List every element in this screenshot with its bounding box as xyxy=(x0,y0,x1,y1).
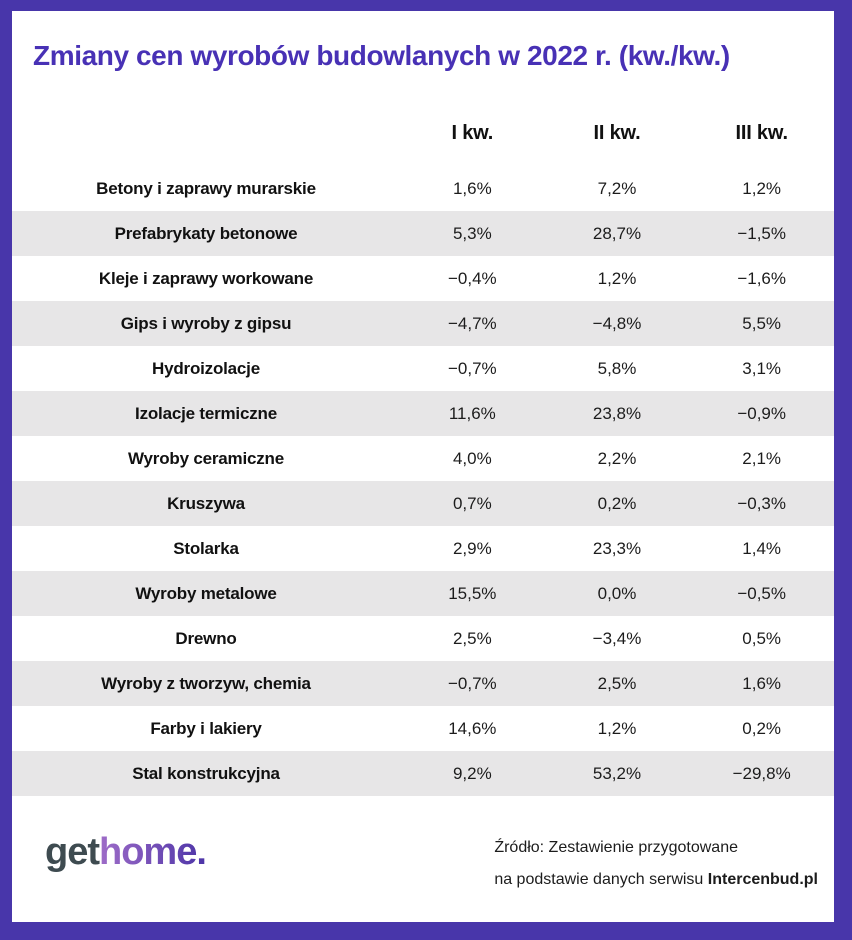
row-value-q3: 5,5% xyxy=(742,313,782,333)
row-value-q3: 1,2% xyxy=(742,178,782,198)
table-row: Farby i lakiery 14,6% 1,2% 0,2% xyxy=(12,706,834,751)
column-header-q2: II kw. xyxy=(593,121,641,144)
table-row: Hydroizolacje −0,7% 5,8% 3,1% xyxy=(12,346,834,391)
table-row: Wyroby z tworzyw, chemia −0,7% 2,5% 1,6% xyxy=(12,661,834,706)
table-row: Gips i wyroby z gipsu −4,7% −4,8% 5,5% xyxy=(12,301,834,346)
row-label: Wyroby ceramiczne xyxy=(128,448,284,468)
row-value-q2: 2,5% xyxy=(597,673,637,693)
row-label: Kleje i zaprawy workowane xyxy=(98,268,314,288)
table-row: Stolarka 2,9% 23,3% 1,4% xyxy=(12,526,834,571)
table-row: Prefabrykaty betonowe 5,3% 28,7% −1,5% xyxy=(12,211,834,256)
row-value-q3: −0,5% xyxy=(737,583,786,603)
table-row: Wyroby ceramiczne 4,0% 2,2% 2,1% xyxy=(12,436,834,481)
row-label: Prefabrykaty betonowe xyxy=(114,223,298,243)
row-value-q3: 1,6% xyxy=(742,673,782,693)
row-label: Wyroby z tworzyw, chemia xyxy=(101,673,311,693)
row-label: Wyroby metalowe xyxy=(135,583,277,603)
row-value-q3: −1,6% xyxy=(737,268,786,288)
infographic-card: Zmiany cen wyrobów budowlanych w 2022 r.… xyxy=(12,11,834,922)
row-value-q2: 1,2% xyxy=(597,718,637,738)
table-header-row: I kw. II kw. III kw. xyxy=(12,121,834,145)
row-value-q2: 28,7% xyxy=(592,223,642,243)
row-label: Farby i lakiery xyxy=(150,718,262,738)
row-value-q2: 1,2% xyxy=(597,268,637,288)
column-header-q3: III kw. xyxy=(735,121,789,144)
table-row: Stal konstrukcyjna 9,2% 53,2% −29,8% xyxy=(12,751,834,796)
row-value-q3: −1,5% xyxy=(737,223,786,243)
table-row: Drewno 2,5% −3,4% 0,5% xyxy=(12,616,834,661)
row-value-q1: −0,7% xyxy=(447,358,497,378)
source-line-2-prefix: na podstawie danych serwisu xyxy=(494,871,708,888)
row-label: Drewno xyxy=(175,628,237,648)
row-value-q1: 15,5% xyxy=(448,583,497,603)
row-value-q1: 9,2% xyxy=(452,763,492,783)
row-value-q1: 1,6% xyxy=(452,178,492,198)
source-line-2-bold: Intercenbud.pl xyxy=(707,871,818,888)
row-value-q1: −0,7% xyxy=(447,673,497,693)
row-value-q3: −0,3% xyxy=(737,493,786,513)
table-body: Betony i zaprawy murarskie 1,6% 7,2% 1,2… xyxy=(12,166,834,796)
row-value-q2: 5,8% xyxy=(597,358,637,378)
row-value-q2: 2,2% xyxy=(597,448,637,468)
row-value-q1: 2,9% xyxy=(452,538,492,558)
row-label: Kruszywa xyxy=(167,493,245,513)
row-label: Stal konstrukcyjna xyxy=(132,763,280,783)
row-value-q3: 3,1% xyxy=(742,358,782,378)
row-value-q1: −0,4% xyxy=(447,268,497,288)
row-value-q1: 4,0% xyxy=(452,448,492,468)
row-label: Stolarka xyxy=(173,538,239,558)
row-value-q2: 0,0% xyxy=(597,583,637,603)
table-row: Kruszywa 0,7% 0,2% −0,3% xyxy=(12,481,834,526)
row-value-q1: −4,7% xyxy=(447,313,497,333)
row-value-q1: 5,3% xyxy=(452,223,492,243)
row-label: Gips i wyroby z gipsu xyxy=(120,313,292,333)
row-label: Hydroizolacje xyxy=(152,358,260,378)
row-value-q2: 53,2% xyxy=(592,763,642,783)
source-line-2: na podstawie danych serwisu Intercenbud.… xyxy=(494,864,818,896)
source-note: Źródło: Zestawienie przygotowane na pods… xyxy=(494,832,818,896)
row-label: Betony i zaprawy murarskie xyxy=(96,178,316,198)
table-row: Wyroby metalowe 15,5% 0,0% −0,5% xyxy=(12,571,834,616)
column-header-q1: I kw. xyxy=(451,121,494,144)
row-value-q3: 0,2% xyxy=(742,718,782,738)
row-value-q1: 0,7% xyxy=(452,493,492,513)
row-value-q2: −3,4% xyxy=(592,628,642,648)
row-value-q3: −0,9% xyxy=(737,403,786,423)
row-value-q2: −4,8% xyxy=(592,313,642,333)
row-value-q3: 0,5% xyxy=(742,628,782,648)
table-row: Kleje i zaprawy workowane −0,4% 1,2% −1,… xyxy=(12,256,834,301)
gethome-logo: gethome. xyxy=(45,830,207,874)
row-value-q1: 14,6% xyxy=(448,718,497,738)
row-value-q3: 1,4% xyxy=(742,538,782,558)
row-value-q2: 7,2% xyxy=(597,178,637,198)
row-value-q2: 0,2% xyxy=(597,493,637,513)
table-row: Izolacje termiczne 11,6% 23,8% −0,9% xyxy=(12,391,834,436)
row-label: Izolacje termiczne xyxy=(135,403,277,423)
footer: gethome. Źródło: Zestawienie przygotowan… xyxy=(12,830,834,896)
page-title: Zmiany cen wyrobów budowlanych w 2022 r.… xyxy=(33,40,730,71)
row-value-q2: 23,3% xyxy=(592,538,642,558)
row-value-q2: 23,8% xyxy=(592,403,642,423)
logo-text-home: home. xyxy=(99,831,207,873)
row-value-q1: 2,5% xyxy=(452,628,492,648)
row-value-q3: −29,8% xyxy=(732,763,791,783)
row-value-q1: 11,6% xyxy=(448,403,496,423)
row-value-q3: 2,1% xyxy=(742,448,782,468)
logo-text-get: get xyxy=(45,831,100,873)
source-line-1: Źródło: Zestawienie przygotowane xyxy=(494,839,738,856)
table-row: Betony i zaprawy murarskie 1,6% 7,2% 1,2… xyxy=(12,166,834,211)
